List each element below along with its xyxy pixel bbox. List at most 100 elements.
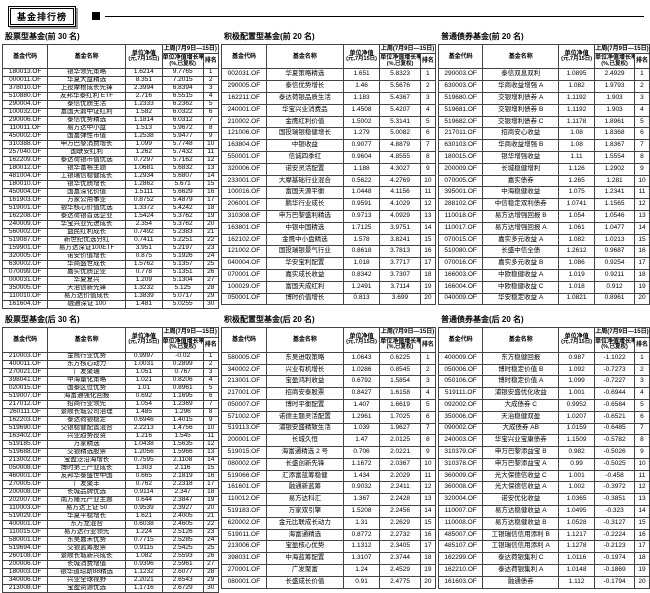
- cell-rank: 22: [202, 519, 219, 529]
- cell-fund-name: 交银蓝筹股票: [47, 543, 126, 553]
- cell-nav: 0.8618: [342, 245, 381, 259]
- cell-nav: 1.002: [558, 481, 596, 495]
- cell-growth: 3.7717: [379, 257, 421, 270]
- cell-fund-name: 泰信优势增长: [265, 80, 344, 93]
- cell-growth: 5.2197: [161, 244, 204, 254]
- cell-nav: 8.351: [125, 76, 163, 86]
- col-header-fund-code: 基金代码: [437, 43, 484, 70]
- cell-growth: 0.912: [594, 280, 636, 294]
- cell-nav: 0.9604: [342, 150, 381, 164]
- table-row: 398031.OF 中海蓝筹配置 1.3107 2.3744 18: [221, 552, 436, 566]
- cell-fund-name: 东方龙混合: [47, 519, 126, 529]
- cell-fund-code: 162203.OF: [1, 415, 49, 425]
- cell-fund-code: 270001.OF: [221, 564, 267, 577]
- cell-fund-name: 中欧稳健收益 A: [482, 268, 560, 282]
- cell-fund-name: 中海蓝筹配置: [265, 552, 344, 566]
- cell-rank: 2: [634, 80, 650, 93]
- cell-rank: 4: [202, 92, 219, 102]
- top-tables-row: 股票型基金(前 30 名) 基金代码 基金名称 单位净值 (元,7月15日) 上…: [0, 28, 650, 310]
- cell-growth: 1.4756: [161, 423, 204, 433]
- cell-rank: 1: [634, 68, 650, 82]
- cell-fund-name: 嘉实债券: [482, 174, 560, 188]
- cell-growth: 2.5425: [161, 543, 204, 553]
- cell-growth: 3.9751: [379, 221, 421, 235]
- cell-fund-code: 213006.OF: [221, 540, 267, 554]
- cell-nav: 1.018: [342, 257, 381, 270]
- cell-fund-name: 泰达荷银品质生活: [265, 91, 344, 105]
- col-header-growth: 单位净值增长率 (%,已复权): [379, 336, 421, 353]
- cell-nav: 1.092: [558, 363, 596, 377]
- cell-fund-code: 050001.OF: [221, 292, 267, 306]
- cell-growth: 4.0929: [379, 209, 421, 223]
- col-header-fund-name: 基金名称: [482, 43, 560, 70]
- cell-growth: 6.8394: [161, 84, 204, 94]
- cell-fund-name: 国富弹性市值: [47, 132, 126, 142]
- cell-growth: -0.6584: [594, 398, 636, 412]
- table-row: 166004.OF 中欧稳健收益 C 1.018 0.912 19: [437, 280, 650, 294]
- table-row: 630002.OF 华商盛世成长 1.5762 5.1357 25: [1, 260, 219, 270]
- table-row: 450002.OF 国富弹性市值 1.2538 5.9477 9: [1, 132, 219, 142]
- section-title: 普通债券基金(前 20 名): [441, 32, 524, 41]
- cell-fund-code: 310379.OF: [437, 446, 484, 459]
- cell-rank: 13: [419, 209, 436, 223]
- cell-growth: 1.9793: [594, 80, 636, 93]
- cell-nav: 1.0448: [342, 186, 381, 200]
- cell-nav: 0.7715: [125, 535, 163, 545]
- cell-fund-name: 中海量化策略: [47, 375, 126, 385]
- cell-nav: 1.1232: [125, 567, 163, 577]
- table-row: 110010.OF 易方达价值成长 1.3839 5.0717 29: [1, 292, 219, 302]
- col-header-nav-line1: 单位净值: [564, 334, 589, 340]
- cell-growth: 5.125: [161, 284, 204, 294]
- cell-growth: 1.0546: [594, 209, 636, 223]
- cell-nav: 0.7411: [125, 236, 163, 246]
- col-header-fund-name: 基金名称: [265, 43, 344, 70]
- cell-fund-name: 申万巴黎盛利精选: [265, 209, 344, 223]
- table-row: 310388.OF 申万巴黎消费增长 1.099 5.7748 10: [1, 140, 219, 150]
- cell-nav: 1.209: [125, 276, 163, 286]
- cell-nav: 0.9591: [342, 198, 381, 211]
- cell-growth: 5.8323: [379, 68, 421, 82]
- cell-rank: 5: [419, 115, 436, 129]
- col-header-fund-name: 基金名称: [47, 43, 126, 70]
- cell-fund-name: 诺德主题灵活配置: [265, 410, 344, 424]
- cell-nav: 1.47: [342, 434, 381, 448]
- fund-table-section: 股票型基金(前 30 名) 基金代码 基金名称 单位净值 (元,7月15日) 上…: [1, 28, 221, 310]
- table-row: 580005.OF 东吴进取策略 1.0643 0.6225 1: [221, 351, 436, 365]
- col-header-rank: 排名: [634, 53, 650, 70]
- cell-nav: 1.24: [342, 564, 381, 577]
- cell-rank: 23: [202, 244, 219, 254]
- cell-rank: 7: [419, 422, 436, 436]
- cell-nav: 1.1716: [125, 583, 163, 593]
- cell-nav: 0.706: [342, 446, 381, 459]
- cell-growth: 6.0322: [161, 108, 204, 118]
- cell-rank: 11: [202, 431, 219, 441]
- cell-fund-code: 519688.OF: [1, 447, 49, 457]
- cell-rank: 8: [419, 434, 436, 448]
- cell-rank: 10: [419, 174, 436, 188]
- table-row: 002031.OF 华夏策略精选 1.651 5.8323 1: [221, 68, 436, 82]
- cell-growth: 9.7765: [161, 68, 204, 78]
- table-row: 100032.OF 富国天鼎中证红利 1.582 6.0322 6: [1, 108, 219, 118]
- cell-fund-code: 162210.OF: [437, 564, 484, 577]
- cell-growth: 2.3847: [161, 495, 204, 505]
- cell-fund-code: 519682.OF: [437, 115, 484, 129]
- cell-rank: 11: [202, 148, 219, 158]
- cell-nav: 1.1278: [558, 540, 596, 554]
- cell-growth: 5.6832: [161, 164, 204, 174]
- cell-fund-name: 宝盈资源优选: [47, 583, 126, 593]
- cell-fund-code: 290003.OF: [437, 68, 484, 82]
- section-title: 股票型基金(后 30 名): [5, 315, 80, 325]
- cell-nav: 1.075: [558, 186, 596, 200]
- table-row: 040004.OF 华安宝利配置 1.018 3.7717 17: [221, 257, 436, 270]
- cell-nav: 1.183: [342, 91, 381, 105]
- cell-nav: 1.434: [342, 469, 381, 483]
- cell-growth: 2.3405: [379, 540, 421, 554]
- cell-fund-name: 博时第三产业成长: [47, 463, 126, 473]
- cell-fund-name: 泰达荷银稳定: [47, 415, 126, 425]
- table-row: 320005.OF 诺安价值增长 0.875 5.1926 24: [1, 252, 219, 262]
- cell-fund-name: 易方达上证 50: [47, 503, 126, 513]
- cell-nav: 1.126: [558, 162, 596, 176]
- cell-fund-code: 200006.OF: [1, 559, 49, 569]
- cell-rank: 1: [419, 351, 436, 365]
- col-header-nav: 单位净值 (元,7月15日): [558, 327, 596, 353]
